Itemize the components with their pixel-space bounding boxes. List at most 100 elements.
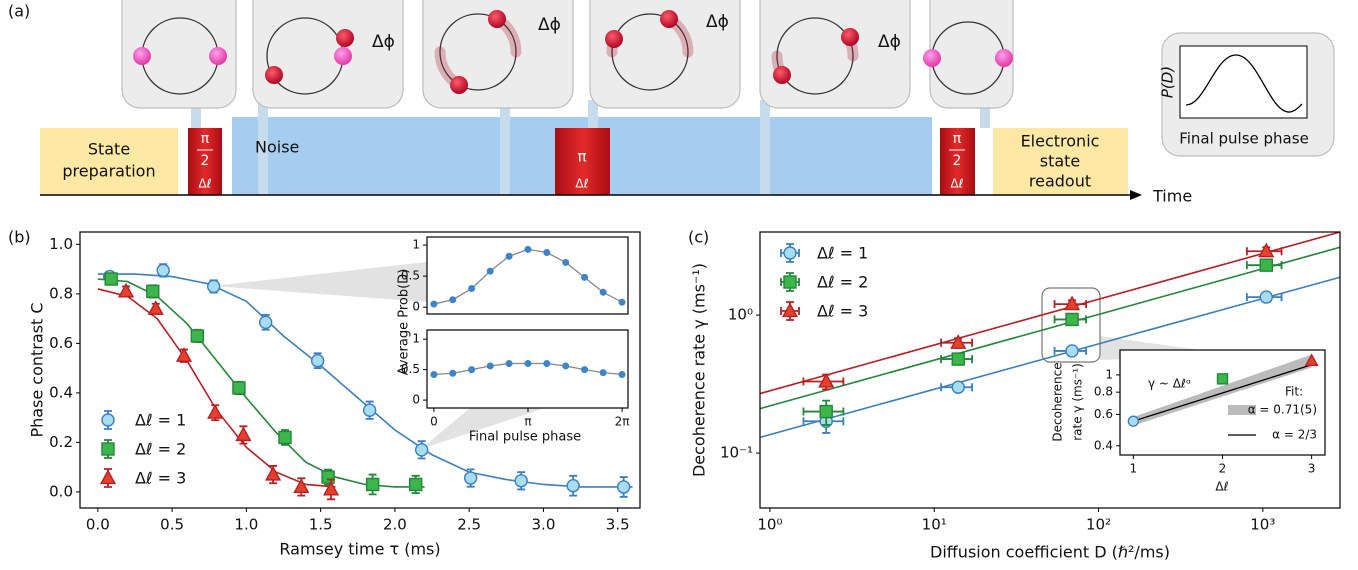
legend-marker: [102, 443, 114, 455]
page: {"diagram":{"panel":"(a)","state_prepara…: [0, 0, 1358, 570]
point: [430, 371, 437, 378]
readout-label: readout: [1029, 172, 1091, 191]
legend-title: Fit:: [1285, 385, 1303, 399]
marker: [260, 316, 272, 328]
point: [600, 369, 607, 376]
point: [449, 370, 456, 377]
point: [468, 366, 475, 373]
x-tick-label: 2.0: [383, 516, 407, 534]
marker: [465, 472, 477, 484]
point: [449, 296, 456, 303]
marker: [312, 355, 324, 367]
marker: [364, 404, 376, 416]
point: [430, 301, 437, 308]
x-tick-label: 1: [1130, 462, 1138, 476]
marker: [157, 264, 169, 276]
x-axis-label: Diffusion coefficient D (ℏ²/ms): [930, 543, 1170, 562]
y-axis-label: Average Prob(D): [397, 269, 412, 376]
legend-label: Δℓ = 1: [817, 244, 868, 263]
point: [524, 246, 531, 253]
marker: [1218, 374, 1228, 384]
phase-y-label: P(D): [1159, 66, 1177, 98]
y-tick-label: 0.2: [49, 433, 73, 451]
x-tick-label: 3.5: [606, 516, 630, 534]
marker: [1066, 345, 1078, 357]
legend-marker: [101, 471, 115, 484]
noise-label: Noise: [255, 138, 299, 157]
x-tick-label: 0: [430, 415, 438, 429]
zoom-wedge: [213, 262, 427, 302]
x-tick-label: 2π: [615, 415, 630, 429]
legend-marker: [784, 247, 796, 259]
legend-label: Δℓ = 2: [135, 440, 186, 459]
prep-label: State: [88, 140, 130, 159]
pulse-label: π: [577, 148, 586, 166]
inset-background: [427, 330, 628, 408]
y-tick-label: 0.4: [1094, 438, 1113, 452]
pulse-label: 2: [201, 153, 210, 169]
y-tick-label: 0.8: [1094, 385, 1113, 399]
point: [543, 249, 550, 256]
pulse-label: Δℓ: [950, 177, 963, 191]
marker: [567, 480, 579, 492]
legend-label: α = 2/3: [1272, 428, 1317, 442]
x-axis-label: Ramsey time τ (ms): [279, 540, 440, 559]
x-tick-label: 2.5: [457, 516, 481, 534]
x-tick-label: 10¹: [922, 516, 947, 534]
point: [487, 362, 494, 369]
marker: [105, 273, 117, 285]
y-tick-label: 0.5: [401, 362, 420, 376]
legend-label: Δℓ = 3: [817, 302, 868, 321]
y-tick-label: 1: [412, 332, 420, 346]
pulse-label: 2: [953, 153, 962, 169]
legend-marker: [102, 414, 114, 426]
marker: [236, 428, 250, 441]
y-tick-label: 10⁻¹: [720, 444, 753, 462]
y-axis-label: Decoherence: [1051, 362, 1065, 441]
point: [506, 360, 513, 367]
marker: [820, 406, 832, 418]
x-tick-label: 10⁰: [757, 516, 782, 534]
point: [468, 285, 475, 292]
delta-phi: Δϕ: [372, 32, 395, 52]
point: [600, 289, 607, 296]
point: [581, 274, 588, 281]
y-tick-label: 0.6: [1094, 407, 1113, 421]
marker: [1128, 416, 1138, 426]
point: [562, 362, 569, 369]
marker: [208, 405, 222, 418]
delta-phi: Δϕ: [878, 32, 901, 52]
x-axis-label: Final pulse phase: [469, 430, 581, 445]
x-tick-label: 0.0: [86, 516, 110, 534]
delta-phi: Δϕ: [706, 12, 729, 32]
legend-marker: [783, 304, 797, 317]
y-tick-label: 1: [412, 238, 420, 252]
marker: [952, 353, 964, 365]
x-tick-label: π: [524, 415, 531, 429]
marker: [367, 478, 379, 490]
point: [581, 366, 588, 373]
marker: [410, 478, 422, 490]
y-axis-label: rate γ (ms⁻¹): [1071, 363, 1085, 441]
diagram: (a) Δϕ Δϕ Δϕ Δϕ State preparation Noise …: [8, 0, 1334, 206]
y-axis-label: Phase contrast C: [28, 302, 47, 437]
annotation: γ ~ Δℓᵅ: [1148, 377, 1191, 391]
marker: [119, 284, 133, 297]
x-tick-label: 10²: [1086, 516, 1111, 534]
marker: [515, 475, 527, 487]
marker: [952, 381, 964, 393]
x-tick-label: 1.0: [234, 516, 258, 534]
pulse-label: Δℓ: [575, 177, 588, 191]
phase-x-label: Final pulse phase: [1179, 130, 1309, 148]
prep-label: preparation: [62, 162, 155, 181]
y-tick-label: 1: [1105, 367, 1113, 381]
point: [562, 259, 569, 266]
x-axis-label: Δℓ: [1215, 480, 1228, 494]
marker: [233, 382, 245, 394]
pulse-label: π: [953, 131, 962, 147]
y-tick-label: 0.4: [49, 383, 73, 401]
marker: [322, 471, 334, 483]
marker: [294, 480, 308, 493]
x-tick-label: 10³: [1250, 516, 1275, 534]
marker: [1260, 259, 1272, 271]
